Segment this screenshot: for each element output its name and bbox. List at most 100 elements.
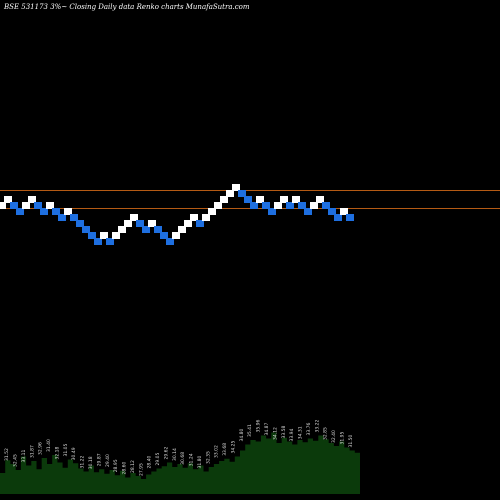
renko-brick-down [106,238,114,245]
volume-label: 27.95 [138,463,144,476]
volume-label: 30.49 [71,447,77,460]
renko-brick-down [142,226,150,233]
volume-label: 31.40 [46,439,52,452]
volume-label: 34.12 [272,427,278,440]
volume-label: 33.58 [281,425,287,438]
renko-brick-down [16,208,24,215]
volume-area [0,432,360,494]
volume-label: 29.62 [163,446,169,459]
renko-brick-up [214,202,222,209]
renko-brick-down [166,238,174,245]
renko-brick-down [34,202,42,209]
renko-brick-down [250,202,258,209]
renko-brick-up [340,208,348,215]
volume-label: 33.02 [214,445,220,458]
renko-brick-down [334,214,342,221]
volume-label: 32.96 [38,442,44,455]
volume-label: 31.95 [339,431,345,444]
volume-label: 28.12 [130,460,136,473]
renko-brick-down [58,214,66,221]
volume-label: 31.87 [29,445,35,458]
volume-label: 35.41 [247,424,253,437]
renko-brick-up [148,220,156,227]
chart-caption: BSE 531173 3%~ Closing Daily data Renko … [4,3,250,11]
volume-label: 33.94 [289,428,295,441]
volume-label: 30.18 [88,456,94,469]
volume-label: 33.11 [21,449,27,462]
renko-brick-up [130,214,138,221]
volume-label: 30.14 [172,448,178,461]
renko-brick-down [262,202,270,209]
renko-brick-down [238,190,246,197]
renko-brick-up [190,214,198,221]
renko-brick-up [292,196,300,203]
volume-label: 30.68 [180,452,186,465]
renko-brick-up [310,202,318,209]
renko-brick-up [124,220,132,227]
renko-brick-up [256,196,264,203]
volume-label: 34.87 [264,422,270,435]
renko-brick-up [112,232,120,239]
volume-label: 31.24 [189,453,195,466]
volume-label: 34.80 [239,428,245,441]
renko-brick-down [52,208,60,215]
renko-brick-up [100,232,108,239]
renko-brick-down [154,226,162,233]
renko-brick-up [274,202,282,209]
volume-label: 32.85 [323,427,329,440]
volume-label: 31.22 [80,455,86,468]
renko-brick-down [346,214,354,221]
renko-brick-up [184,220,192,227]
renko-brick-down [88,232,96,239]
volume-label: 31.80 [197,455,203,468]
volume-label: 28.60 [122,461,128,474]
renko-brick-down [268,208,276,215]
volume-label: 34.31 [298,426,304,439]
volume-label: 33.68 [222,443,228,456]
volume-label: 31.52 [4,448,10,461]
renko-brick-up [0,202,6,209]
renko-brick-up [202,214,210,221]
renko-brick-down [322,202,330,209]
volume-label: 32.18 [55,446,61,459]
renko-brick-up [28,196,36,203]
renko-brick-down [196,220,204,227]
volume-label: 32.35 [205,451,211,464]
renko-brick-up [232,184,240,191]
renko-brick-up [178,226,186,233]
volume-label: 31.05 [63,443,69,456]
renko-brick-down [160,232,168,239]
renko-brick-down [10,202,18,209]
renko-brick-down [76,220,84,227]
renko-brick-down [304,208,312,215]
renko-brick-down [286,202,294,209]
renko-brick-up [280,196,288,203]
renko-brick-up [46,202,54,209]
volume-label: 33.76 [306,422,312,435]
volume-panel [0,432,360,494]
renko-bricks [0,184,354,245]
renko-brick-up [220,196,228,203]
volume-label: 32.40 [331,430,337,443]
volume-label: 31.50 [348,434,354,447]
volume-label: 29.05 [155,452,161,465]
renko-brick-up [22,202,30,209]
volume-label: 35.96 [256,419,262,432]
volume-label: 28.95 [113,459,119,472]
volume-label: 33.22 [314,419,320,432]
volume-label: 29.87 [96,453,102,466]
volume-label: 34.25 [231,440,237,453]
renko-brick-up [316,196,324,203]
volume-label: 32.45 [13,454,19,467]
renko-brick-down [82,226,90,233]
renko-brick-up [208,208,216,215]
renko-brick-up [4,196,12,203]
renko-brick-up [64,208,72,215]
renko-brick-down [298,202,306,209]
renko-brick-down [136,220,144,227]
renko-brick-up [172,232,180,239]
renko-brick-down [70,214,78,221]
